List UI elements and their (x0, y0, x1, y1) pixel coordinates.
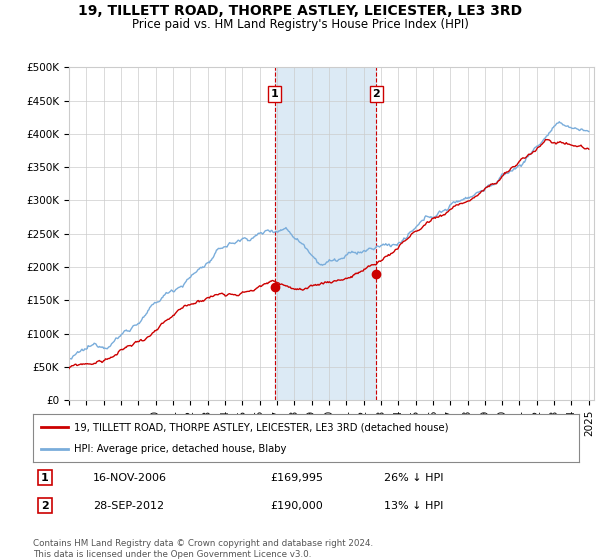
Text: £169,995: £169,995 (270, 473, 323, 483)
Text: 2: 2 (373, 89, 380, 99)
Text: 19, TILLETT ROAD, THORPE ASTLEY, LEICESTER, LE3 3RD: 19, TILLETT ROAD, THORPE ASTLEY, LEICEST… (78, 4, 522, 18)
Text: Price paid vs. HM Land Registry's House Price Index (HPI): Price paid vs. HM Land Registry's House … (131, 18, 469, 31)
Text: HPI: Average price, detached house, Blaby: HPI: Average price, detached house, Blab… (74, 444, 286, 454)
Text: 13% ↓ HPI: 13% ↓ HPI (384, 501, 443, 511)
Text: 26% ↓ HPI: 26% ↓ HPI (384, 473, 443, 483)
Text: £190,000: £190,000 (270, 501, 323, 511)
Text: 2: 2 (41, 501, 49, 511)
Text: Contains HM Land Registry data © Crown copyright and database right 2024.
This d: Contains HM Land Registry data © Crown c… (33, 539, 373, 559)
Text: 19, TILLETT ROAD, THORPE ASTLEY, LEICESTER, LE3 3RD (detached house): 19, TILLETT ROAD, THORPE ASTLEY, LEICEST… (74, 422, 448, 432)
Text: 16-NOV-2006: 16-NOV-2006 (93, 473, 167, 483)
Text: 1: 1 (41, 473, 49, 483)
Text: 28-SEP-2012: 28-SEP-2012 (93, 501, 164, 511)
Bar (275, 67, 376, 400)
Text: 1: 1 (271, 89, 279, 99)
